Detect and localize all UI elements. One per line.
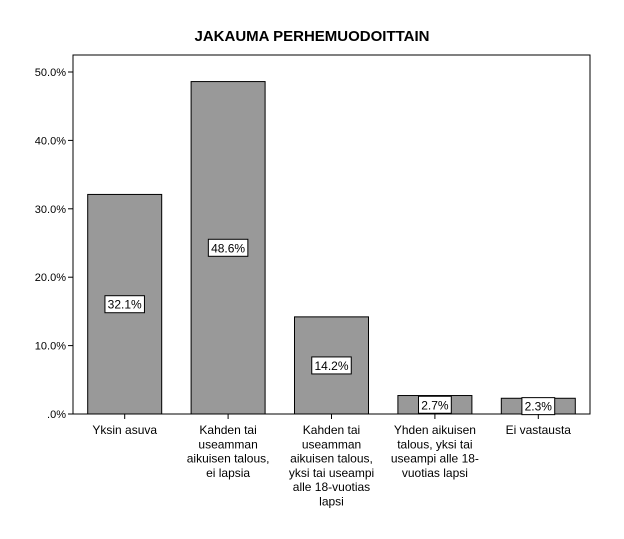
x-category-label-line: vuotias lapsi [402, 466, 468, 480]
data-label: 2.3% [525, 400, 553, 414]
x-category-label: Kahden tai useamman aikuisen talous, yksi t… [289, 423, 374, 509]
y-tick-label: .0% [47, 409, 66, 421]
y-tick-label: 30.0% [35, 204, 66, 216]
x-category-label-line: ei lapsia [206, 466, 250, 480]
x-category-label: Yhden aikuisen talous, yksi tai useampi al… [391, 423, 479, 480]
y-tick-label: 10.0% [35, 341, 66, 353]
x-category-label-line: useamman [302, 437, 361, 451]
y-tick-label: 20.0% [35, 272, 66, 284]
x-category-label-line: Yhden aikuisen [394, 423, 476, 437]
x-category-label: Yksin asuva [92, 423, 157, 437]
x-axis: Yksin asuva Kahden tai useamman aikuisen ta… [92, 414, 571, 509]
x-category-label-line: aikuisen talous, [290, 452, 373, 466]
y-tick-label: 40.0% [35, 135, 66, 147]
x-category-label-line: useamman [198, 437, 257, 451]
x-category-label-line: yksi tai useampi [289, 466, 374, 480]
x-category-label-line: lapsi [319, 495, 344, 509]
data-label: 32.1% [108, 298, 142, 312]
data-label-box [418, 395, 452, 414]
x-category-label-line: talous, yksi tai [397, 437, 472, 451]
chart-title: JAKAUMA PERHEMUODOITTAIN [195, 28, 430, 45]
x-category-label-line: useampi alle 18- [391, 452, 479, 466]
data-label: 48.6% [211, 241, 245, 255]
data-label-box [104, 295, 145, 314]
x-category-label: Kahden tai useamman aikuisen talous, ei lap… [187, 423, 270, 480]
y-axis: .0% 10.0% 20.0% 30.0% 40.0% 50.0% [35, 67, 73, 421]
x-category-label-line: Ei vastausta [506, 423, 572, 437]
data-label-box [207, 238, 249, 257]
data-label: 14.2% [314, 359, 348, 373]
x-category-label-line: Yksin asuva [92, 423, 157, 437]
x-category-label: Ei vastausta [506, 423, 572, 437]
x-category-label-line: Kahden tai [199, 423, 256, 437]
x-category-label-line: aikuisen talous, [187, 452, 270, 466]
data-label-box [311, 356, 352, 375]
y-tick-label: 50.0% [35, 67, 66, 79]
bars: 32.1% 48.6% 14.2% 2.7% 2.3% [87, 81, 576, 416]
data-label: 2.7% [421, 398, 449, 412]
x-category-label-line: alle 18-vuotias [293, 480, 370, 494]
x-category-label-line: Kahden tai [303, 423, 360, 437]
